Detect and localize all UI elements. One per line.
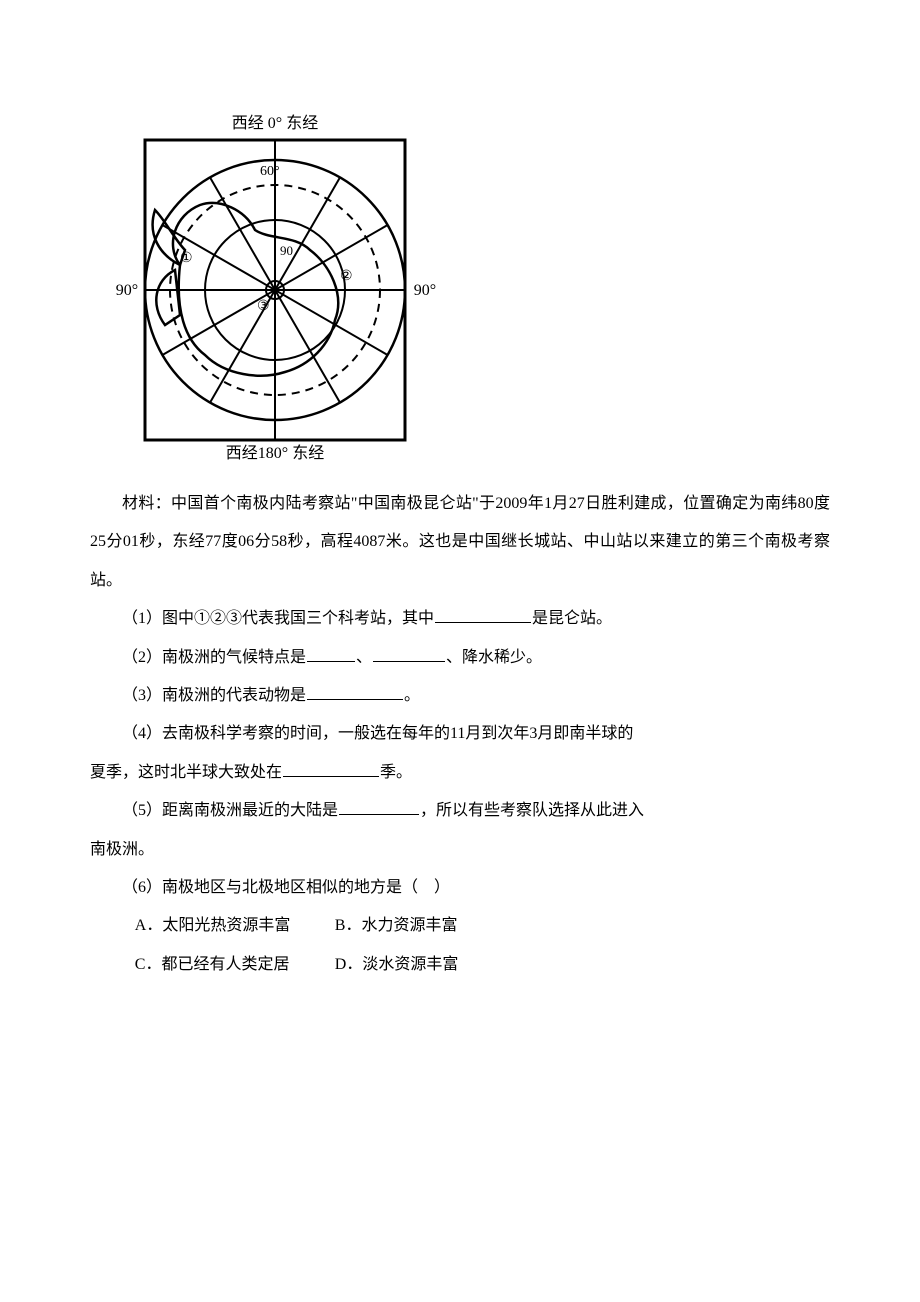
q2-pre: （2）南极洲的气候特点是 (122, 649, 306, 666)
q2-post: 、降水稀少。 (446, 649, 542, 666)
q5-post: ，所以有些考察队选择从此进入 (420, 802, 644, 819)
question-4-line1: （4）去南极科学考察的时间，一般选在每年的11月到次年3月即南半球的 (90, 715, 830, 753)
q3-blank (307, 684, 403, 700)
q5-blank (339, 799, 419, 815)
question-5-line1: （5）距离南极洲最近的大陆是 ，所以有些考察队选择从此进入 (90, 792, 830, 830)
q4-line2-pre: 夏季，这时北半球大致处在 (90, 764, 282, 781)
station-marker-1: ① (180, 251, 193, 266)
question-6-options-row1: A．太阳光热资源丰富B．水力资源丰富 (90, 907, 830, 945)
q1-pre: （1）图中①②③代表我国三个科考站，其中 (122, 610, 434, 627)
right-90-label: 90° (414, 282, 436, 299)
q5-pre: （5）距离南极洲最近的大陆是 (122, 802, 338, 819)
question-6-options-row2: C．都已经有人类定居D．淡水资源丰富 (90, 946, 830, 984)
antarctica-diagram: 西经 0° 东经 西经180° 东经 (105, 110, 830, 460)
option-b: B．水力资源丰富 (335, 907, 535, 945)
intro-paragraph: 材料：中国首个南极内陆考察站"中国南极昆仑站"于2009年1月27日胜利建成，位… (90, 485, 830, 600)
option-c: C．都已经有人类定居 (135, 946, 335, 984)
q4-blank (283, 761, 379, 777)
q2-blank-1 (307, 646, 355, 662)
q2-mid: 、 (356, 649, 372, 666)
question-3: （3）南极洲的代表动物是 。 (90, 677, 830, 715)
polar-map-svg: 西经 0° 东经 西经180° 东经 (105, 110, 445, 460)
q2-blank-2 (373, 646, 445, 662)
question-5-line2: 南极洲。 (90, 831, 830, 869)
question-2: （2）南极洲的气候特点是 、 、降水稀少。 (90, 639, 830, 677)
q3-pre: （3）南极洲的代表动物是 (122, 687, 306, 704)
bottom-longitude-label: 西经180° 东经 (226, 444, 324, 460)
ninety-inner-label: 90 (280, 243, 293, 258)
top-longitude-label: 西经 0° 东经 (232, 114, 318, 132)
option-d: D．淡水资源丰富 (335, 946, 535, 984)
question-6-stem: （6）南极地区与北极地区相似的地方是（ ） (90, 869, 830, 907)
option-a: A．太阳光热资源丰富 (135, 907, 335, 945)
sixty-deg-label: 60° (260, 164, 280, 179)
q3-post: 。 (404, 687, 420, 704)
station-marker-2: ② (340, 269, 353, 284)
q1-blank (435, 607, 531, 623)
q1-post: 是昆仑站。 (532, 610, 612, 627)
q4-line2-post: 季。 (380, 764, 412, 781)
station-marker-3: ③ (257, 299, 270, 314)
left-90-label: 90° (116, 282, 138, 299)
question-1: （1）图中①②③代表我国三个科考站，其中 是昆仑站。 (90, 600, 830, 638)
meridians (145, 140, 405, 440)
question-4-line2: 夏季，这时北半球大致处在 季。 (90, 754, 830, 792)
